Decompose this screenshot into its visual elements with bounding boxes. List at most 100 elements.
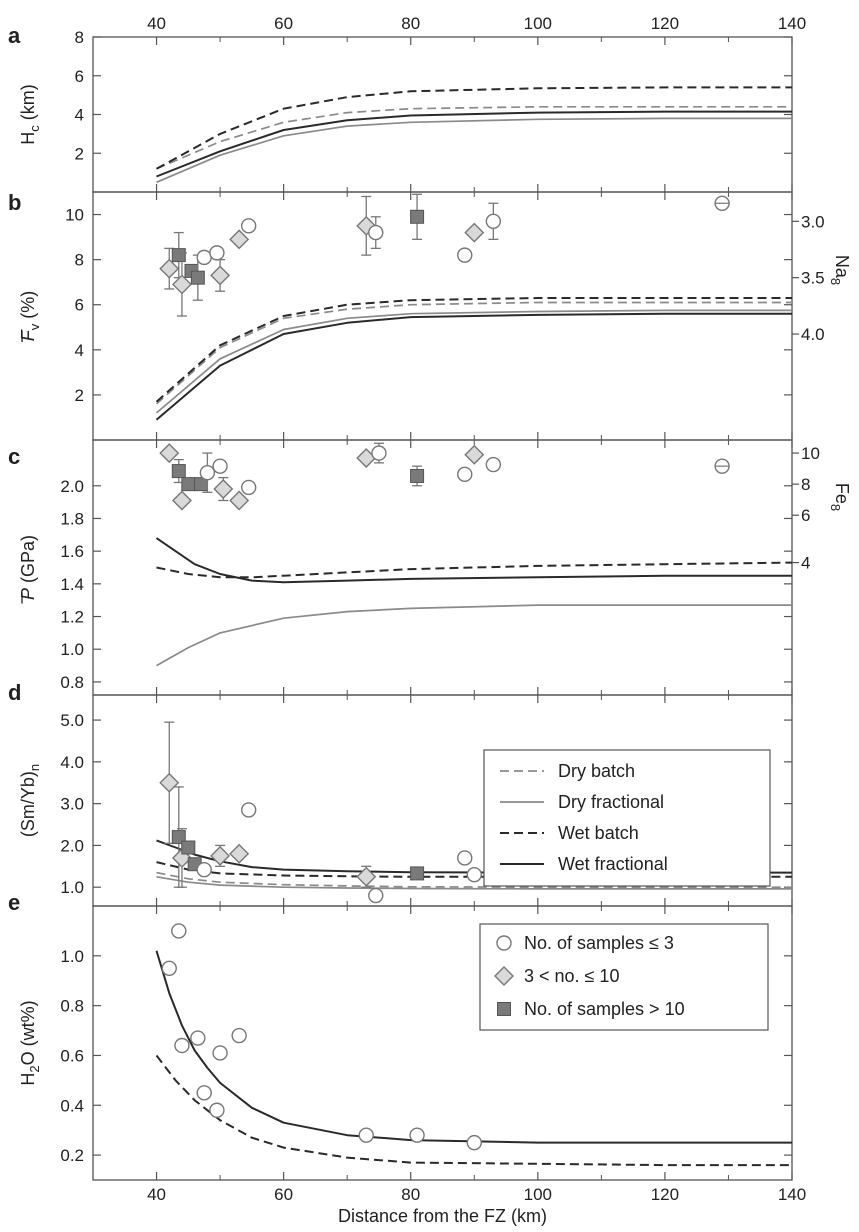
right-tick-label: 3.5 xyxy=(801,269,825,288)
panel-d: d 1.0 2.0 3.0 4.0 5.0 (Sm/Yb)n Dry batch Dry fra… xyxy=(8,680,793,907)
legend-markers xyxy=(479,923,769,1031)
x-tick-label: 60 xyxy=(274,1185,293,1204)
data-point-diamond xyxy=(159,772,180,793)
y-tick-label: 4 xyxy=(75,341,84,360)
y-tick-label: 1.0 xyxy=(60,878,84,897)
panel-letter-c: c xyxy=(8,444,20,469)
legend-label: Wet batch xyxy=(558,823,639,843)
series-wet-batch xyxy=(156,561,793,579)
data-point-diamond xyxy=(171,274,192,295)
x-axis-title: Distance from the FZ (km) xyxy=(338,1206,547,1226)
right-axis-title-sub: 8 xyxy=(828,504,843,511)
y-tick-label: 2 xyxy=(75,144,84,163)
y-axis-title-unit: (%) xyxy=(18,291,38,324)
y-axis-title-sub: n xyxy=(27,764,42,771)
data-point-square xyxy=(410,866,425,881)
legend-label: 3 < no. ≤ 10 xyxy=(524,966,619,986)
series-wet-batch xyxy=(155,1054,792,1167)
x-tick-label: 60 xyxy=(274,14,293,33)
series-dry-batch xyxy=(156,871,792,889)
y-tick-label: 1.8 xyxy=(60,509,84,528)
legend-label: Dry fractional xyxy=(558,792,664,812)
y-tick-label: 0.8 xyxy=(60,997,84,1016)
series-dry-fractional xyxy=(155,309,792,414)
data-point-square xyxy=(190,270,205,285)
data-point-circle xyxy=(368,224,384,241)
data-point-square xyxy=(171,248,186,263)
data-point-circle xyxy=(457,850,473,866)
y-tick-label: 1.6 xyxy=(60,542,84,561)
y-axis-title-main: H xyxy=(18,1073,38,1086)
y-tick-label: 3.0 xyxy=(60,795,84,814)
series-dry-batch xyxy=(156,105,792,170)
legend-label: Wet fractional xyxy=(558,854,668,874)
legend-marker-circle xyxy=(496,935,512,951)
data-point-diamond xyxy=(213,479,234,500)
data-point-circle xyxy=(466,1134,482,1151)
y-tick-label: 0.4 xyxy=(60,1096,84,1115)
y-axis-title-sub: c xyxy=(27,125,42,132)
data-point-circle xyxy=(485,213,502,230)
data-point-square xyxy=(410,209,425,224)
y-tick-label: 6 xyxy=(75,67,84,86)
data-point-diamond xyxy=(210,845,231,866)
data-point-diamond xyxy=(464,222,485,243)
y-axis-title-main: P xyxy=(18,588,38,600)
data-point-diamond xyxy=(171,490,192,511)
data-point-diamond xyxy=(210,265,231,286)
y-tick-label: 4 xyxy=(75,106,84,125)
y-axis-title: Fv (%) xyxy=(18,291,42,342)
panel-e: e 40 60 80 100 120 140 0.2 0.4 0.6 0.8 1.0 H2O (wt%)… xyxy=(8,890,806,1226)
y-tick-label: 1.0 xyxy=(60,640,84,659)
y-tick-label: 4.0 xyxy=(60,753,84,772)
series-dry-batch xyxy=(155,301,792,405)
y-tick-label: 0.2 xyxy=(60,1146,84,1165)
y-axis-title-main: F xyxy=(18,329,38,341)
y-tick-label: 1.0 xyxy=(60,947,84,966)
x-tick-label: 120 xyxy=(651,14,679,33)
data-point-square xyxy=(410,468,425,483)
y-tick-label: 2 xyxy=(75,386,84,405)
data-point-circle xyxy=(409,1127,425,1143)
data-point-circle xyxy=(240,802,257,818)
x-tick-label: 80 xyxy=(401,1185,420,1204)
data-point-square xyxy=(181,840,196,855)
legend-label: No. of samples > 10 xyxy=(524,999,685,1019)
legend-marker-diamond xyxy=(494,966,514,986)
y-axis-title-main: H xyxy=(18,132,38,145)
series-dry-fractional xyxy=(156,875,792,890)
data-point-circle xyxy=(485,456,502,473)
right-axis-title-main: Fe xyxy=(832,483,852,504)
x-tick-label: 120 xyxy=(651,1185,679,1204)
data-point-circle xyxy=(371,445,387,461)
right-tick-label: 4 xyxy=(801,554,810,573)
y-tick-label: 8 xyxy=(75,28,84,47)
data-point-circle xyxy=(174,1037,190,1054)
data-point-diamond xyxy=(356,866,377,887)
y-tick-label: 1.4 xyxy=(60,575,84,594)
y-axis-title-unit: (GPa) xyxy=(18,535,38,588)
data-point-circle xyxy=(199,464,216,481)
x-tick-label: 100 xyxy=(524,1185,552,1204)
y-tick-label: 10 xyxy=(65,206,84,225)
panel-letter-e: e xyxy=(8,890,20,915)
data-point-diamond xyxy=(229,229,250,250)
data-point-circle xyxy=(171,923,187,939)
x-tick-label: 140 xyxy=(778,1185,806,1204)
y-tick-label: 6 xyxy=(75,296,84,315)
legend-label: No. of samples ≤ 3 xyxy=(524,933,674,953)
data-point-circle xyxy=(240,218,257,234)
data-point-square xyxy=(171,464,186,479)
right-tick-label: 6 xyxy=(801,506,810,525)
y-tick-label: 2.0 xyxy=(60,836,84,855)
y-axis-title: Hc (km) xyxy=(18,84,42,144)
y-axis-title-unit: (km) xyxy=(18,84,38,125)
series-dry-fractional xyxy=(156,117,792,184)
y-tick-label: 5.0 xyxy=(60,711,84,730)
data-point-circle xyxy=(231,1027,247,1044)
data-point-circle xyxy=(212,1045,228,1061)
data-point-circle xyxy=(358,1127,374,1143)
data-point-diamond xyxy=(159,443,180,464)
